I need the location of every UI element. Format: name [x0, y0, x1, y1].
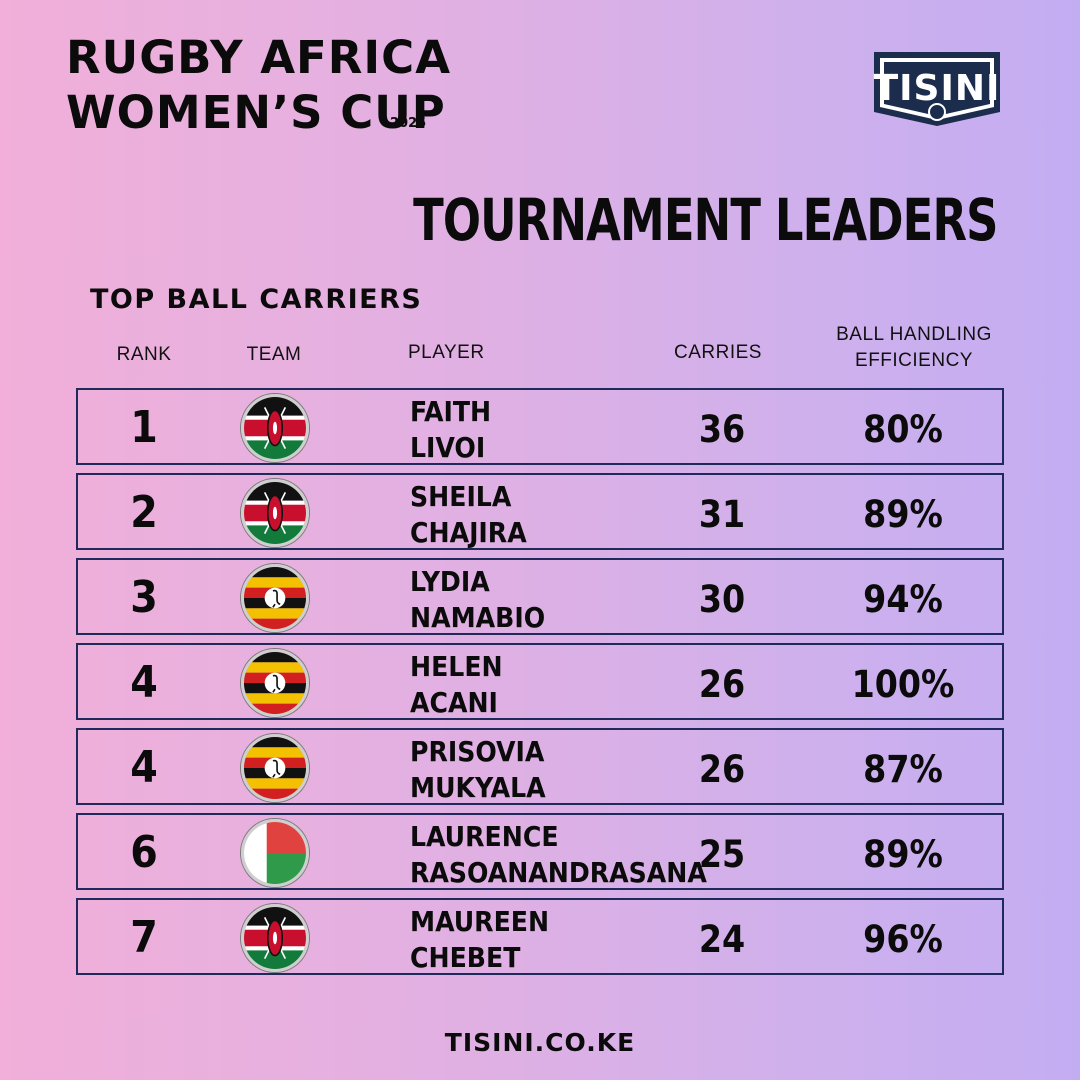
carries-cell: 31 [698, 493, 746, 536]
uganda-flag-icon [241, 564, 309, 632]
rank-cell: 2 [130, 487, 158, 538]
uganda-flag-icon [241, 649, 309, 717]
title-line-1: RUGBY AFRICA [66, 31, 452, 84]
player-name: MAUREEN CHEBET [410, 904, 549, 976]
player-last-name: RASOANANDRASANA [410, 856, 707, 889]
table-row: 4 HELEN ACANI 26 100% [76, 643, 1004, 720]
player-name: SHEILA CHAJIRA [410, 479, 527, 551]
rank-cell: 7 [130, 912, 158, 963]
player-last-name: CHEBET [410, 941, 521, 974]
table-row: 2 SHEILA CHAJIRA 31 89% [76, 473, 1004, 550]
section-subhead: TOP BALL CARRIERS [90, 284, 423, 315]
player-first-name: MAUREEN [410, 905, 550, 938]
player-last-name: ACANI [410, 686, 498, 719]
table-row: 4 PRISOVIA MUKYALA 26 87% [76, 728, 1004, 805]
rank-cell: 4 [130, 657, 158, 708]
carries-cell: 25 [698, 833, 746, 876]
rank-cell: 3 [130, 572, 158, 623]
kenya-flag-icon [241, 394, 309, 462]
player-last-name: MUKYALA [410, 771, 546, 804]
table-row: 6 LAURENCE RASOANANDRASANA 25 89% [76, 813, 1004, 890]
player-first-name: LYDIA [410, 565, 490, 598]
player-name: PRISOVIA MUKYALA [410, 734, 546, 806]
player-first-name: HELEN [410, 650, 503, 683]
carries-cell: 24 [698, 918, 746, 961]
event-year: 2025 [390, 116, 427, 131]
column-header-carries: CARRIES [674, 342, 762, 363]
efficiency-cell: 96% [863, 918, 943, 961]
efficiency-cell: 89% [863, 493, 943, 536]
uganda-flag-icon [241, 734, 309, 802]
player-name: HELEN ACANI [410, 649, 503, 721]
event-title: RUGBY AFRICA WOMEN’S CUP [66, 30, 451, 140]
logo-text: TISINI [874, 68, 1001, 109]
rank-cell: 6 [130, 827, 158, 878]
rank-cell: 1 [130, 402, 158, 453]
kenya-flag-icon [241, 904, 309, 972]
tisini-logo: TISINI [874, 52, 1001, 126]
efficiency-cell: 94% [863, 578, 943, 621]
efficiency-header-line-2: EFFICIENCY [855, 350, 973, 371]
table-row: 1 FAITH LIVOI 36 80% [76, 388, 1004, 465]
column-header-efficiency: BALL HANDLING EFFICIENCY [812, 322, 1016, 374]
carries-cell: 26 [698, 748, 746, 791]
player-name: LYDIA NAMABIO [410, 564, 545, 636]
rank-cell: 4 [130, 742, 158, 793]
efficiency-cell: 80% [863, 408, 943, 451]
efficiency-cell: 89% [863, 833, 943, 876]
table-row: 3 LYDIA NAMABIO 30 94% [76, 558, 1004, 635]
column-header-player: PLAYER [408, 342, 485, 363]
title-line-2: WOMEN’S CUP [66, 86, 446, 139]
page-headline: TOURNAMENT LEADERS [413, 186, 999, 254]
leaders-table: 1 FAITH LIVOI 36 80% 2 SHEILA CHAJIRA 31… [76, 388, 1004, 983]
player-last-name: NAMABIO [410, 601, 546, 634]
player-first-name: FAITH [410, 395, 492, 428]
carries-cell: 26 [698, 663, 746, 706]
player-name: FAITH LIVOI [410, 394, 491, 466]
efficiency-cell: 87% [863, 748, 943, 791]
efficiency-header-line-1: BALL HANDLING [836, 324, 992, 345]
column-header-rank: RANK [116, 344, 172, 365]
kenya-flag-icon [241, 479, 309, 547]
carries-cell: 36 [698, 408, 746, 451]
carries-cell: 30 [698, 578, 746, 621]
column-header-team: TEAM [246, 344, 302, 365]
madagascar-flag-icon [241, 819, 309, 887]
table-row: 7 MAUREEN CHEBET 24 96% [76, 898, 1004, 975]
player-first-name: PRISOVIA [410, 735, 545, 768]
website-footer: TISINI.CO.KE [444, 1028, 636, 1057]
player-last-name: LIVOI [410, 431, 486, 464]
player-first-name: LAURENCE [410, 820, 559, 853]
player-name: LAURENCE RASOANANDRASANA [410, 819, 707, 891]
player-first-name: SHEILA [410, 480, 512, 513]
efficiency-cell: 100% [851, 663, 955, 706]
player-last-name: CHAJIRA [410, 516, 527, 549]
